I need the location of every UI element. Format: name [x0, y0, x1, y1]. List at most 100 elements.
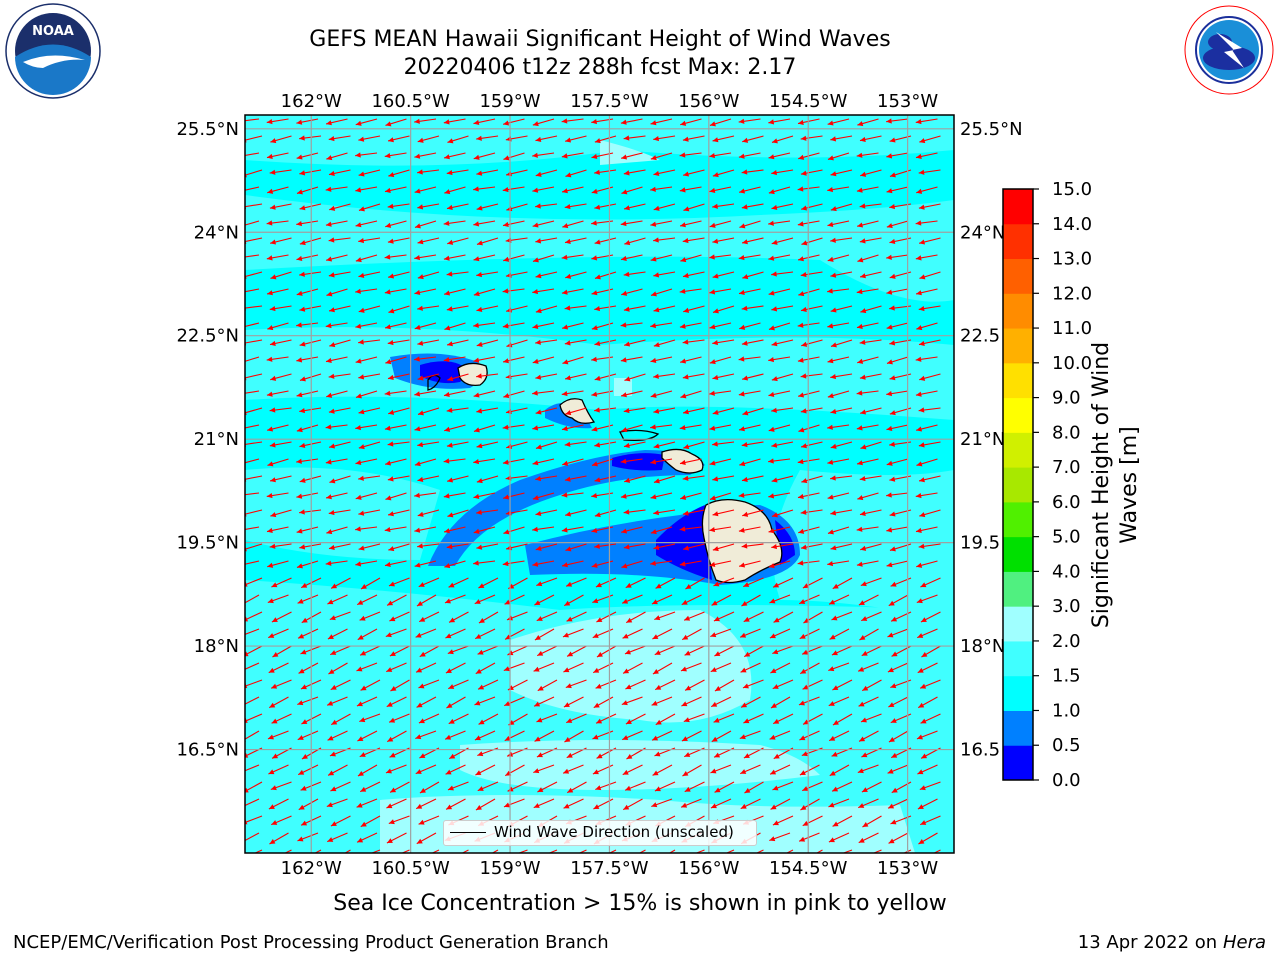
wind-arrow — [299, 373, 322, 382]
wind-arrow — [773, 611, 794, 623]
wind-arrow — [739, 186, 761, 194]
wind-arrow — [683, 713, 705, 723]
wind-arrow — [622, 628, 643, 639]
wind-arrow — [827, 424, 850, 430]
wind-arrow — [650, 390, 673, 398]
wind-arrow — [535, 203, 558, 209]
wind-arrow — [916, 186, 938, 194]
wind-arrow — [888, 832, 909, 844]
wind-arrow — [443, 526, 466, 534]
wind-arrow — [594, 373, 617, 381]
wind-arrow — [532, 492, 555, 501]
wind-arrow — [358, 237, 381, 244]
wind-arrow — [476, 237, 499, 246]
wind-arrow — [651, 798, 673, 808]
wind-arrow — [625, 679, 646, 690]
wind-arrow — [714, 645, 735, 657]
colorbar-segment — [1003, 189, 1033, 225]
wind-arrow — [388, 577, 410, 587]
wind-arrow — [621, 186, 643, 195]
wind-arrow — [358, 543, 381, 551]
wind-arrow — [771, 169, 794, 176]
wind-arrow — [414, 356, 437, 362]
wind-arrow — [684, 781, 705, 793]
colorbar-tick: 4.0 — [1052, 561, 1081, 582]
wind-arrow — [415, 798, 437, 810]
wind-arrow — [858, 832, 879, 844]
wind-arrow — [918, 475, 941, 483]
lon-tick-top: 159°W — [479, 91, 540, 112]
wind-arrow — [272, 645, 292, 658]
wind-arrow — [769, 594, 791, 604]
wind-arrow — [856, 526, 879, 532]
colorbar-tick: 10.0 — [1052, 353, 1092, 374]
wind-arrow — [563, 662, 584, 673]
wind-arrow — [872, 849, 882, 853]
wind-arrow — [269, 832, 289, 845]
colorbar-tick: 9.0 — [1052, 388, 1081, 409]
wind-arrow — [771, 305, 794, 312]
wind-arrow — [595, 713, 617, 724]
wind-arrow — [741, 339, 764, 346]
wind-arrow — [622, 798, 643, 811]
wind-arrow — [738, 424, 761, 432]
wind-arrow — [768, 322, 791, 331]
wind-arrow — [770, 662, 791, 674]
wind-arrow — [532, 560, 555, 567]
wind-arrow — [624, 373, 646, 382]
wind-arrow — [918, 305, 941, 312]
lon-tick-bottom: 153°W — [877, 858, 938, 879]
wave-height-1-5-region — [245, 115, 954, 853]
wind-arrow — [329, 611, 351, 621]
wind-arrow — [384, 152, 407, 159]
wind-arrow — [269, 407, 292, 413]
wind-arrow — [594, 441, 617, 448]
wind-arrow — [447, 645, 469, 655]
legend-label: Wind Wave Direction (unscaled) — [494, 823, 734, 841]
wind-arrow — [504, 730, 525, 742]
wind-arrow — [417, 441, 440, 448]
wind-arrow — [800, 169, 823, 176]
wind-arrow — [743, 577, 764, 588]
wind-arrow — [594, 475, 617, 483]
wind-arrow — [502, 458, 525, 465]
wind-arrow — [267, 730, 289, 740]
lon-tick-bottom: 156°W — [678, 858, 739, 879]
wind-arrow — [534, 594, 555, 606]
lon-tick-bottom: 157.5°W — [570, 858, 649, 879]
wind-arrow — [447, 237, 469, 245]
wind-arrow — [325, 424, 348, 430]
wind-arrow — [387, 373, 410, 381]
wind-arrow — [799, 662, 820, 675]
map-frame — [244, 114, 955, 854]
wind-arrow — [859, 509, 882, 517]
wind-arrow — [445, 628, 466, 639]
wind-arrow — [650, 118, 673, 126]
wind-arrow — [388, 407, 410, 415]
wind-arrow — [917, 764, 938, 775]
wind-arrow — [444, 322, 466, 331]
wind-arrow — [741, 169, 764, 175]
wind-arrow — [270, 781, 292, 791]
wind-arrow — [830, 339, 853, 348]
wind-arrow — [830, 407, 853, 415]
wind-arrow — [245, 492, 260, 496]
wind-arrow — [680, 492, 702, 500]
wind-arrow — [622, 730, 643, 741]
wind-arrow — [620, 118, 643, 125]
wind-arrow — [359, 645, 381, 656]
wind-arrow — [384, 186, 407, 194]
wind-arrow — [415, 764, 437, 775]
wind-arrow — [355, 322, 378, 329]
wind-arrow — [444, 288, 466, 296]
wind-arrow — [709, 220, 732, 228]
wind-arrow — [477, 645, 499, 655]
wind-arrow — [446, 543, 469, 550]
wind-arrow — [355, 390, 378, 399]
wind-arrow — [385, 118, 407, 127]
wind-arrow — [916, 730, 938, 740]
wind-arrow — [326, 526, 348, 535]
wind-arrow — [919, 781, 941, 791]
wind-arrow — [502, 288, 525, 294]
wind-arrow — [447, 475, 469, 483]
